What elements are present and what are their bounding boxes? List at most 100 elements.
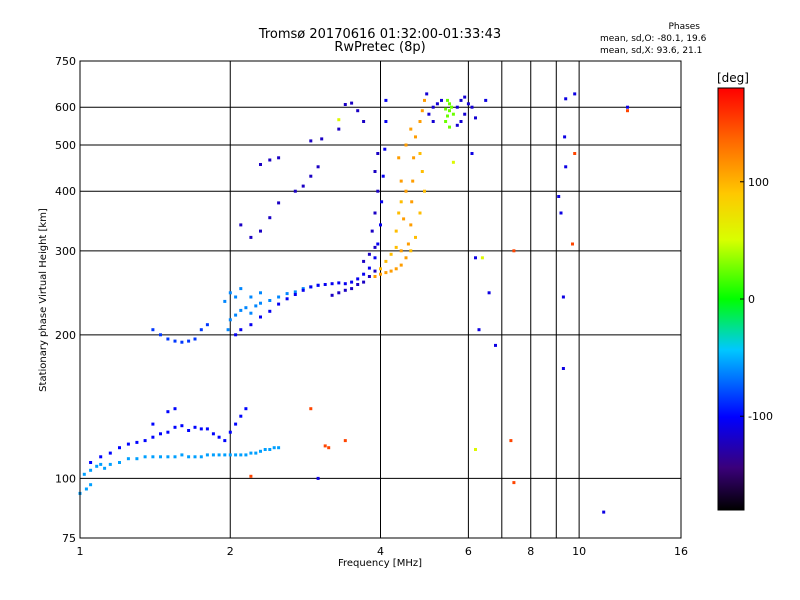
data-point-s9-3 — [440, 98, 443, 102]
data-point-s1-8 — [159, 432, 162, 436]
data-point-s6-3 — [389, 269, 393, 273]
data-point-s0-30 — [254, 451, 258, 455]
data-point-s1-3 — [118, 446, 121, 450]
data-point-s4-13 — [337, 281, 341, 285]
data-point-s4-20 — [376, 242, 380, 246]
data-point-s5-16 — [343, 103, 347, 106]
phases-title: Phases — [668, 22, 700, 32]
data-point-s3-17 — [234, 295, 238, 299]
colorbar-ticks: 100 0 -100 — [740, 176, 773, 423]
data-point-s0-10 — [126, 457, 130, 461]
data-point-s3-6 — [254, 304, 258, 308]
data-point-s10-1 — [477, 328, 481, 332]
data-point-s7-10 — [423, 189, 426, 193]
data-point-s4-8 — [301, 288, 305, 292]
chart-subtitle: RwPretec (8p) — [334, 40, 426, 55]
y-tick-label: 600 — [55, 101, 76, 114]
data-point-s5-30 — [277, 156, 281, 160]
data-point-s5-24 — [293, 189, 297, 193]
data-point-s0-1 — [84, 487, 88, 491]
data-point-s0-14 — [159, 455, 162, 459]
data-point-s7-3 — [394, 245, 398, 249]
data-point-s4-19 — [373, 256, 377, 260]
data-point-s9-8 — [463, 112, 467, 116]
data-point-s11-7 — [571, 242, 574, 246]
data-point-s1-22 — [244, 407, 248, 411]
data-point-s8-3 — [450, 105, 453, 109]
data-point-s1-12 — [187, 429, 191, 432]
y-axis-label: Stationary phase Virtual Height [km] — [38, 208, 49, 392]
data-point-s0-22 — [211, 453, 215, 457]
data-point-s3-2 — [234, 313, 238, 317]
data-point-s1-2 — [108, 451, 112, 455]
data-point-s11-8 — [573, 152, 577, 155]
data-point-s6-10 — [411, 179, 415, 183]
data-point-s1-19 — [228, 430, 232, 434]
data-point-s5-14 — [373, 170, 377, 173]
data-point-s5-33 — [309, 139, 313, 143]
data-point-s3-1 — [228, 318, 232, 322]
data-point-s0-4 — [89, 468, 93, 472]
data-point-s0-12 — [143, 455, 147, 459]
data-point-s6-21 — [404, 143, 408, 147]
data-point-s9-11 — [470, 105, 474, 109]
data-point-s1-0 — [89, 461, 93, 464]
data-point-s9-6 — [463, 95, 467, 99]
data-point-s9-10 — [455, 123, 459, 127]
data-point-s0-20 — [199, 455, 203, 459]
data-point-s5-7 — [373, 269, 377, 273]
x-tick-label: 2 — [227, 545, 234, 558]
data-point-s5-6 — [367, 275, 371, 278]
data-point-s5-15 — [376, 152, 380, 155]
data-point-s4-2 — [249, 323, 253, 327]
data-point-s0-26 — [234, 453, 238, 457]
data-point-s5-18 — [356, 109, 360, 113]
data-point-s6-5 — [399, 263, 403, 267]
data-point-s1-15 — [205, 427, 209, 431]
data-point-s6-15 — [423, 98, 426, 102]
y-tick-label: 200 — [55, 329, 76, 342]
data-point-s11-6 — [512, 481, 516, 485]
data-point-s6-20 — [397, 156, 401, 160]
data-point-s10-0 — [474, 256, 477, 260]
data-point-s2-4 — [180, 340, 184, 344]
data-point-s2-5 — [187, 339, 191, 343]
data-point-s9-2 — [435, 102, 439, 106]
chart-title: Tromsø 20170616 01:32:00-01:33:43 — [258, 27, 502, 42]
data-point-s10-14 — [316, 476, 320, 480]
data-point-s5-20 — [337, 127, 341, 131]
data-point-s2-0 — [151, 328, 155, 332]
data-point-s0-34 — [272, 446, 276, 450]
data-point-s10-15 — [470, 152, 474, 155]
data-point-s5-28 — [249, 235, 253, 239]
data-point-s3-4 — [244, 306, 248, 310]
data-point-s4-17 — [362, 272, 366, 276]
data-point-s11-0 — [249, 474, 253, 478]
data-point-s9-1 — [431, 105, 435, 109]
data-point-s1-21 — [239, 414, 243, 418]
data-point-s10-11 — [573, 92, 577, 96]
data-point-s2-2 — [166, 337, 170, 341]
data-point-s2-8 — [205, 323, 209, 327]
x-tick-label: 1 — [77, 545, 84, 558]
data-point-s5-11 — [370, 229, 374, 233]
data-point-s3-8 — [268, 299, 272, 302]
data-point-s1-7 — [151, 435, 155, 439]
data-point-s7-7 — [409, 249, 413, 253]
data-point-s5-26 — [268, 216, 272, 220]
data-point-s0-15 — [166, 455, 170, 459]
data-point-s0-11 — [135, 457, 139, 461]
x-tick-label: 8 — [527, 545, 534, 558]
data-point-s11-4 — [509, 439, 513, 443]
data-point-s1-11 — [180, 424, 184, 428]
data-point-s7-12 — [418, 152, 422, 155]
data-point-s8-2 — [448, 109, 451, 113]
colorbar-tick-label: 0 — [748, 293, 755, 306]
data-point-s7-1 — [384, 259, 388, 263]
data-point-s1-14 — [199, 427, 203, 431]
data-point-s11-2 — [343, 439, 347, 443]
data-point-s4-12 — [330, 282, 334, 286]
x-tick-label: 16 — [674, 545, 688, 558]
data-point-s4-11 — [323, 283, 327, 286]
data-point-s4-14 — [343, 282, 347, 286]
